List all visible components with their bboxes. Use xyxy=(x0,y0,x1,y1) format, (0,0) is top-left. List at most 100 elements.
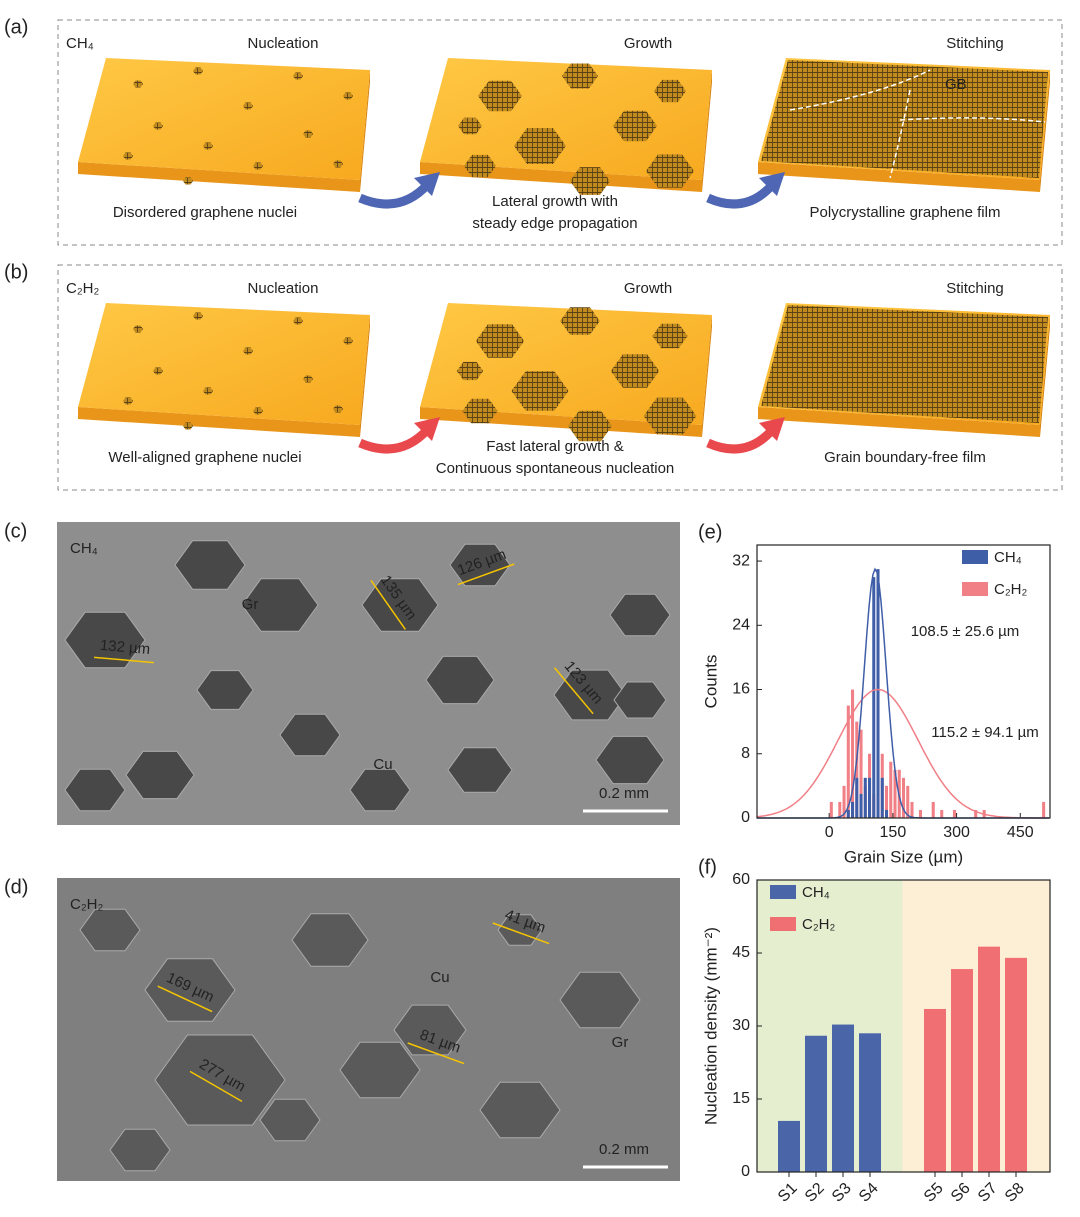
histogram-bar xyxy=(931,801,935,818)
histogram-bar xyxy=(1042,801,1046,818)
nucleus xyxy=(183,422,193,430)
slab-top xyxy=(78,58,370,180)
nucleus xyxy=(203,142,213,150)
histogram-bar xyxy=(940,809,944,818)
measure-line xyxy=(492,922,550,945)
caption: Disordered graphene nuclei xyxy=(113,204,297,221)
slab-side xyxy=(1040,315,1050,437)
nucleus xyxy=(243,347,253,355)
slab-side xyxy=(360,315,370,437)
plot-frame xyxy=(756,544,1051,819)
panel-label: (e) xyxy=(698,521,722,543)
y-tick-label: 8 xyxy=(741,745,750,762)
crystal xyxy=(613,681,667,719)
slab-side xyxy=(1040,70,1050,192)
nucleus xyxy=(193,67,203,75)
crystal xyxy=(291,913,369,967)
histogram-bar xyxy=(889,761,893,818)
y-tick-label: 15 xyxy=(732,1090,750,1107)
region-label: Cu xyxy=(373,756,392,773)
x-tick-label: 300 xyxy=(943,824,970,841)
measure-line xyxy=(189,1070,243,1103)
x-tick-label: S2 xyxy=(802,1180,828,1206)
histogram-bar xyxy=(880,777,884,818)
grain-boundary xyxy=(789,69,1046,179)
arrow-head xyxy=(414,417,440,441)
crystal xyxy=(64,768,126,812)
gas-label: C₂H₂ xyxy=(70,896,103,913)
panel-label: (b) xyxy=(4,261,28,283)
fit-label: 108.5 ± 25.6 µm xyxy=(911,623,1020,640)
x-tick-label: S8 xyxy=(1002,1180,1028,1206)
grain xyxy=(478,80,522,112)
histogram-bar xyxy=(829,801,833,818)
x-tick-label: 0 xyxy=(825,824,834,841)
fit-curve xyxy=(756,688,1049,819)
nucleus xyxy=(203,387,213,395)
crystal xyxy=(447,747,513,793)
crystal xyxy=(479,1081,561,1139)
histogram-bar xyxy=(884,785,889,818)
crystal xyxy=(109,1128,171,1172)
stage-title: Nucleation xyxy=(248,280,319,297)
panel-label: (f) xyxy=(698,856,717,878)
crystal xyxy=(196,670,254,710)
grain xyxy=(458,117,482,135)
bar xyxy=(832,1024,854,1172)
grain xyxy=(514,128,566,164)
crystal xyxy=(339,1041,421,1099)
nucleus xyxy=(293,317,303,325)
caption: steady edge propagation xyxy=(472,215,637,232)
crystal xyxy=(361,578,439,632)
nucleus xyxy=(133,80,143,88)
arrow-head xyxy=(414,172,440,196)
histogram-bar xyxy=(901,777,906,818)
x-tick-label: S1 xyxy=(775,1180,801,1206)
crystal xyxy=(595,735,665,785)
stage-title: Stitching xyxy=(946,35,1004,52)
nucleus xyxy=(253,407,263,415)
arrow xyxy=(358,180,432,209)
stage-title: Growth xyxy=(624,35,672,52)
caption: Lateral growth with xyxy=(492,193,618,210)
grain xyxy=(568,410,612,442)
panel-label: (a) xyxy=(4,16,28,38)
panel-frame xyxy=(57,19,1063,246)
bar xyxy=(1005,957,1027,1172)
histogram-bar xyxy=(952,809,956,818)
x-tick-label: S7 xyxy=(975,1180,1001,1206)
arrow xyxy=(358,425,432,454)
x-tick-label: S5 xyxy=(921,1180,947,1206)
measure-line xyxy=(94,656,154,664)
y-axis-label: Counts xyxy=(701,655,720,709)
nucleus xyxy=(183,177,193,185)
stage-title: Stitching xyxy=(946,280,1004,297)
scale-bar-label: 0.2 mm xyxy=(599,785,649,802)
slab-side xyxy=(702,70,712,192)
grain xyxy=(654,79,686,103)
panel-frame xyxy=(57,264,1063,491)
slab-top xyxy=(78,303,370,425)
bar xyxy=(778,1120,800,1172)
slab-front xyxy=(758,162,1040,192)
arrow-head xyxy=(759,417,785,441)
caption: Grain boundary-free film xyxy=(824,449,986,466)
nucleus xyxy=(333,160,343,168)
nucleus xyxy=(243,102,253,110)
fit-label: 115.2 ± 94.1 µm xyxy=(931,724,1039,741)
film xyxy=(761,305,1048,423)
x-tick-label: 150 xyxy=(880,824,907,841)
histogram-bar xyxy=(906,785,910,818)
nucleus xyxy=(153,367,163,375)
nucleus xyxy=(133,325,143,333)
x-tick-label: 450 xyxy=(1007,824,1034,841)
sem-image xyxy=(57,878,680,1181)
grain xyxy=(570,167,610,195)
grain xyxy=(643,397,697,435)
histogram-bar xyxy=(868,777,872,818)
crystal xyxy=(559,971,641,1029)
gb-label: GB xyxy=(945,76,967,93)
crystal xyxy=(449,543,511,587)
arrow xyxy=(706,425,777,454)
